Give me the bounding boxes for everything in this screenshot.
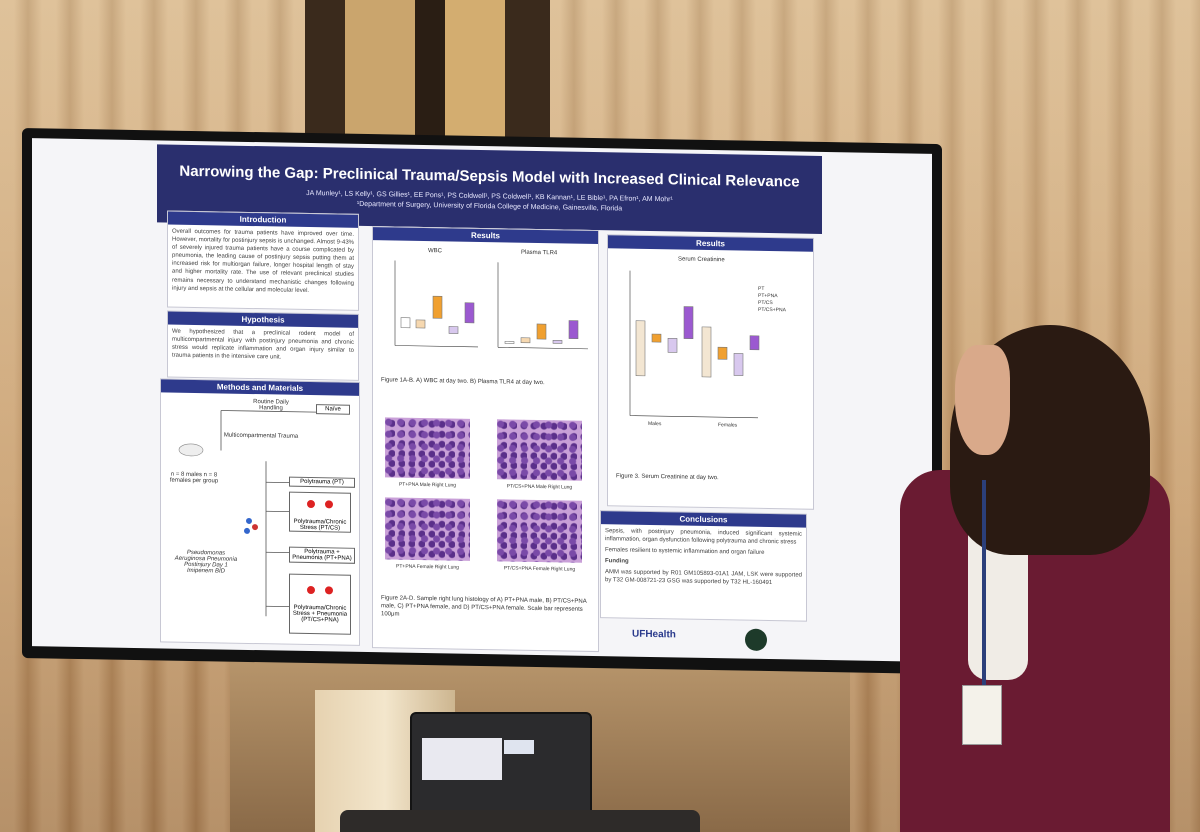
creatinine-chart-title: Serum Creatinine	[678, 256, 725, 264]
figure3-plot	[629, 270, 760, 419]
tlr4-chart-title: Plasma TLR4	[521, 249, 558, 257]
uf-health-logo: UFHealth	[632, 628, 676, 641]
results-section-1: Results WBC Plasma TLR4 Figure 1A-B. A) …	[372, 226, 599, 653]
figure2-caption: Figure 2A-D. Sample right lung histology…	[381, 595, 587, 618]
poster-screen: Narrowing the Gap: Preclinical Trauma/Se…	[32, 138, 932, 662]
window-background	[305, 0, 550, 150]
males-label: Males	[648, 420, 662, 428]
name-badge	[962, 685, 1002, 745]
histology-b-caption: PT/CS+PNA Male Right Lung	[506, 483, 573, 491]
histology-d-caption: PT/CS+PNA Female Right Lung	[503, 565, 576, 573]
laptop-screen-thumbnail	[504, 740, 534, 754]
lanyard	[982, 480, 986, 685]
introduction-section: Introduction Overall outcomes for trauma…	[167, 210, 359, 311]
figure1-caption: Figure 1A-B. A) WBC at day two. B) Plasm…	[381, 377, 545, 387]
laptop-screen	[422, 738, 502, 780]
poster-title: Narrowing the Gap: Preclinical Trauma/Se…	[179, 162, 800, 191]
legend-ptcspna: PT/CS+PNA	[758, 306, 786, 314]
histology-b	[497, 419, 582, 481]
seal-icon	[745, 628, 767, 652]
histology-a	[385, 417, 470, 479]
creatinine-legend: PT PT+PNA PT/CS PT/CS+PNA	[758, 286, 786, 314]
hypothesis-section: Hypothesis We hypothesized that a precli…	[167, 310, 359, 381]
histology-d	[497, 499, 582, 563]
histology-c	[385, 497, 470, 561]
figure3-caption: Figure 3. Serum Creatinine at day two.	[616, 473, 719, 482]
presenter-face	[955, 345, 1010, 455]
methods-diagram	[178, 410, 333, 617]
table	[340, 810, 700, 832]
mouse-icon	[178, 443, 204, 457]
conclusions-section: Conclusions Sepsis, with postinjury pneu…	[600, 510, 807, 622]
histology-a-caption: PT+PNA Male Right Lung	[398, 481, 457, 489]
introduction-text: Overall outcomes for trauma patients hav…	[172, 228, 354, 294]
hypothesis-text: We hypothesized that a preclinical roden…	[172, 328, 354, 361]
funding-text: AMM was supported by R01 GM105893-01A1 J…	[605, 569, 802, 587]
tv-monitor: Narrowing the Gap: Preclinical Trauma/Se…	[22, 128, 942, 675]
wbc-chart-title: WBC	[428, 248, 442, 255]
results1-heading: Results	[373, 227, 598, 245]
females-label: Females	[718, 422, 738, 429]
histology-c-caption: PT+PNA Female Right Lung	[396, 563, 459, 571]
methods-section: Methods and Materials Routine Daily Hand…	[160, 378, 360, 646]
figure1-plots	[394, 260, 588, 350]
results-section-2: Results Serum Creatinine PT PT+PNA PT/CS…	[607, 234, 814, 510]
results2-heading: Results	[608, 235, 813, 252]
